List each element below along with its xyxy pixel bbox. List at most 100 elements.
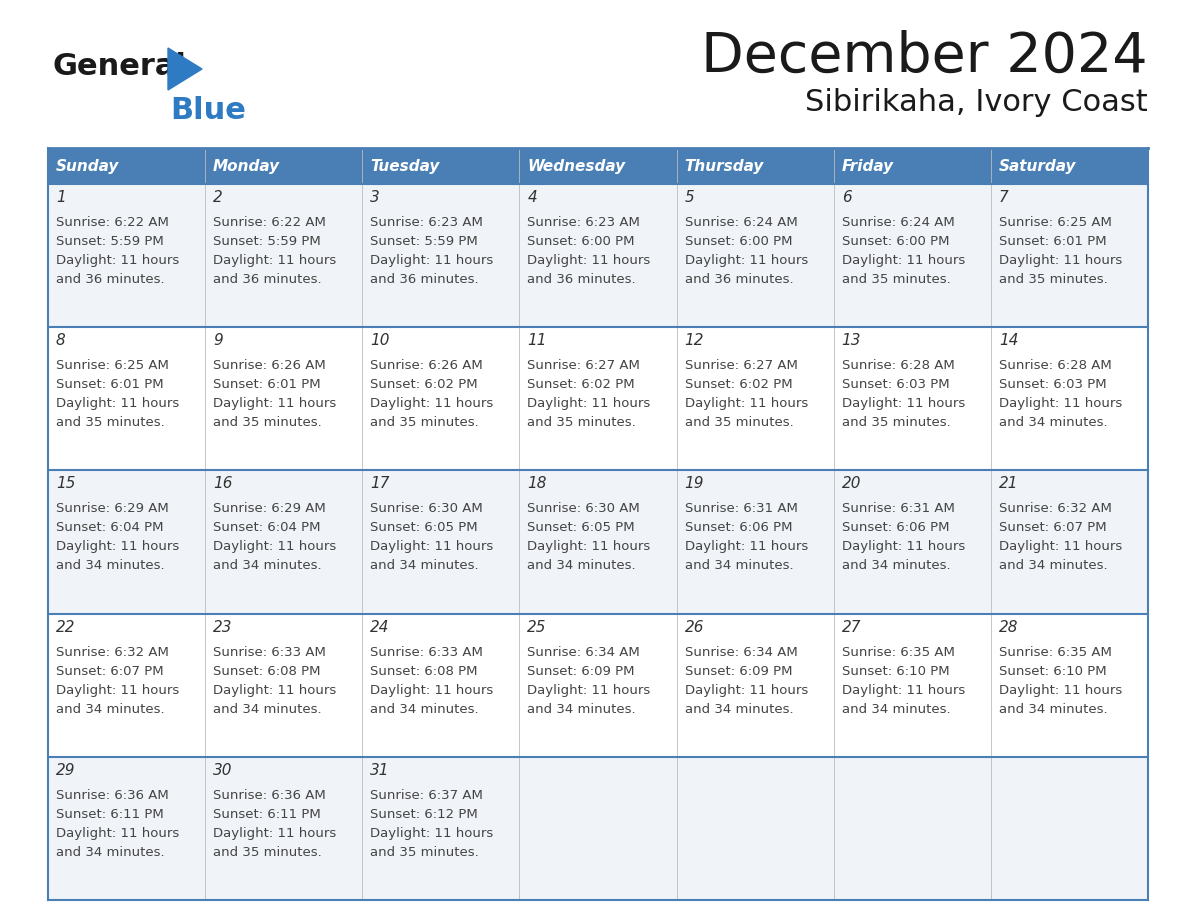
Text: and 36 minutes.: and 36 minutes. bbox=[371, 273, 479, 286]
Text: 30: 30 bbox=[213, 763, 233, 778]
Bar bbox=[677, 184, 834, 327]
Text: and 35 minutes.: and 35 minutes. bbox=[842, 273, 950, 286]
Text: Tuesday: Tuesday bbox=[371, 159, 440, 174]
Bar bbox=[834, 470, 991, 613]
Bar bbox=[362, 470, 519, 613]
Text: and 34 minutes.: and 34 minutes. bbox=[371, 559, 479, 573]
Text: Sunset: 6:09 PM: Sunset: 6:09 PM bbox=[527, 665, 634, 677]
Text: Daylight: 11 hours: Daylight: 11 hours bbox=[842, 541, 965, 554]
Text: Daylight: 11 hours: Daylight: 11 hours bbox=[999, 541, 1123, 554]
Text: 5: 5 bbox=[684, 190, 694, 205]
Text: 11: 11 bbox=[527, 333, 546, 348]
Text: and 35 minutes.: and 35 minutes. bbox=[371, 416, 479, 430]
Bar bbox=[834, 756, 991, 900]
Text: and 35 minutes.: and 35 minutes. bbox=[684, 416, 794, 430]
Text: Daylight: 11 hours: Daylight: 11 hours bbox=[213, 827, 336, 840]
Text: and 35 minutes.: and 35 minutes. bbox=[842, 416, 950, 430]
Text: Saturday: Saturday bbox=[999, 159, 1076, 174]
Text: Sunset: 5:59 PM: Sunset: 5:59 PM bbox=[371, 235, 478, 248]
Text: Sunday: Sunday bbox=[56, 159, 119, 174]
Text: and 34 minutes.: and 34 minutes. bbox=[56, 559, 165, 573]
Text: Sunrise: 6:35 AM: Sunrise: 6:35 AM bbox=[999, 645, 1112, 658]
Text: Daylight: 11 hours: Daylight: 11 hours bbox=[371, 827, 493, 840]
Text: and 36 minutes.: and 36 minutes. bbox=[684, 273, 794, 286]
Text: Daylight: 11 hours: Daylight: 11 hours bbox=[684, 397, 808, 410]
Text: Daylight: 11 hours: Daylight: 11 hours bbox=[999, 254, 1123, 267]
Text: Sunset: 6:02 PM: Sunset: 6:02 PM bbox=[371, 378, 478, 391]
Text: 26: 26 bbox=[684, 620, 704, 634]
Text: General: General bbox=[52, 52, 185, 81]
Text: and 34 minutes.: and 34 minutes. bbox=[56, 845, 165, 859]
Text: Sunset: 6:12 PM: Sunset: 6:12 PM bbox=[371, 808, 478, 821]
Text: Daylight: 11 hours: Daylight: 11 hours bbox=[999, 684, 1123, 697]
Text: Sunset: 6:04 PM: Sunset: 6:04 PM bbox=[213, 521, 321, 534]
Bar bbox=[991, 470, 1148, 613]
Text: Sunrise: 6:25 AM: Sunrise: 6:25 AM bbox=[999, 216, 1112, 229]
Text: 4: 4 bbox=[527, 190, 537, 205]
Text: and 34 minutes.: and 34 minutes. bbox=[684, 702, 794, 716]
Bar bbox=[206, 148, 362, 184]
Text: Daylight: 11 hours: Daylight: 11 hours bbox=[527, 684, 651, 697]
Bar bbox=[362, 327, 519, 470]
Text: 9: 9 bbox=[213, 333, 223, 348]
Text: Sunset: 6:06 PM: Sunset: 6:06 PM bbox=[842, 521, 949, 534]
Text: Sunset: 6:03 PM: Sunset: 6:03 PM bbox=[842, 378, 949, 391]
Text: and 34 minutes.: and 34 minutes. bbox=[842, 702, 950, 716]
Bar bbox=[362, 613, 519, 756]
Text: Sunrise: 6:26 AM: Sunrise: 6:26 AM bbox=[371, 359, 484, 372]
Text: Sunset: 6:09 PM: Sunset: 6:09 PM bbox=[684, 665, 792, 677]
Text: and 35 minutes.: and 35 minutes. bbox=[371, 845, 479, 859]
Text: Sunset: 6:08 PM: Sunset: 6:08 PM bbox=[213, 665, 321, 677]
Text: Sunrise: 6:29 AM: Sunrise: 6:29 AM bbox=[56, 502, 169, 515]
Text: Daylight: 11 hours: Daylight: 11 hours bbox=[684, 254, 808, 267]
Text: and 34 minutes.: and 34 minutes. bbox=[213, 702, 322, 716]
Polygon shape bbox=[168, 48, 202, 90]
Bar bbox=[519, 756, 677, 900]
Text: 13: 13 bbox=[842, 333, 861, 348]
Text: Sunset: 6:10 PM: Sunset: 6:10 PM bbox=[842, 665, 949, 677]
Text: Sunrise: 6:32 AM: Sunrise: 6:32 AM bbox=[999, 502, 1112, 515]
Text: Daylight: 11 hours: Daylight: 11 hours bbox=[527, 541, 651, 554]
Text: Sunset: 6:02 PM: Sunset: 6:02 PM bbox=[684, 378, 792, 391]
Text: Sunset: 6:04 PM: Sunset: 6:04 PM bbox=[56, 521, 164, 534]
Text: Sunset: 6:05 PM: Sunset: 6:05 PM bbox=[527, 521, 636, 534]
Text: 12: 12 bbox=[684, 333, 704, 348]
Text: Sunset: 5:59 PM: Sunset: 5:59 PM bbox=[56, 235, 164, 248]
Text: Sunrise: 6:25 AM: Sunrise: 6:25 AM bbox=[56, 359, 169, 372]
Bar bbox=[206, 613, 362, 756]
Text: Sunset: 6:06 PM: Sunset: 6:06 PM bbox=[684, 521, 792, 534]
Bar bbox=[362, 756, 519, 900]
Text: and 34 minutes.: and 34 minutes. bbox=[999, 416, 1107, 430]
Text: 24: 24 bbox=[371, 620, 390, 634]
Text: and 34 minutes.: and 34 minutes. bbox=[56, 702, 165, 716]
Text: and 35 minutes.: and 35 minutes. bbox=[56, 416, 165, 430]
Text: Wednesday: Wednesday bbox=[527, 159, 626, 174]
Bar bbox=[48, 184, 206, 327]
Text: Sunset: 6:07 PM: Sunset: 6:07 PM bbox=[999, 521, 1106, 534]
Text: 27: 27 bbox=[842, 620, 861, 634]
Text: 14: 14 bbox=[999, 333, 1018, 348]
Text: Sunrise: 6:27 AM: Sunrise: 6:27 AM bbox=[527, 359, 640, 372]
Text: 29: 29 bbox=[56, 763, 76, 778]
Text: 18: 18 bbox=[527, 476, 546, 491]
Text: 17: 17 bbox=[371, 476, 390, 491]
Text: Daylight: 11 hours: Daylight: 11 hours bbox=[56, 827, 179, 840]
Text: Sunrise: 6:26 AM: Sunrise: 6:26 AM bbox=[213, 359, 326, 372]
Text: and 34 minutes.: and 34 minutes. bbox=[842, 559, 950, 573]
Bar bbox=[206, 327, 362, 470]
Text: Sunrise: 6:33 AM: Sunrise: 6:33 AM bbox=[371, 645, 484, 658]
Text: Sunrise: 6:23 AM: Sunrise: 6:23 AM bbox=[371, 216, 484, 229]
Text: Sunrise: 6:24 AM: Sunrise: 6:24 AM bbox=[684, 216, 797, 229]
Text: and 35 minutes.: and 35 minutes. bbox=[527, 416, 637, 430]
Text: Daylight: 11 hours: Daylight: 11 hours bbox=[213, 254, 336, 267]
Text: Daylight: 11 hours: Daylight: 11 hours bbox=[371, 541, 493, 554]
Text: Sunrise: 6:32 AM: Sunrise: 6:32 AM bbox=[56, 645, 169, 658]
Text: Daylight: 11 hours: Daylight: 11 hours bbox=[56, 684, 179, 697]
Bar bbox=[677, 327, 834, 470]
Bar bbox=[991, 184, 1148, 327]
Text: Daylight: 11 hours: Daylight: 11 hours bbox=[371, 397, 493, 410]
Text: Daylight: 11 hours: Daylight: 11 hours bbox=[371, 254, 493, 267]
Bar bbox=[677, 613, 834, 756]
Bar bbox=[519, 327, 677, 470]
Text: Sunset: 6:03 PM: Sunset: 6:03 PM bbox=[999, 378, 1106, 391]
